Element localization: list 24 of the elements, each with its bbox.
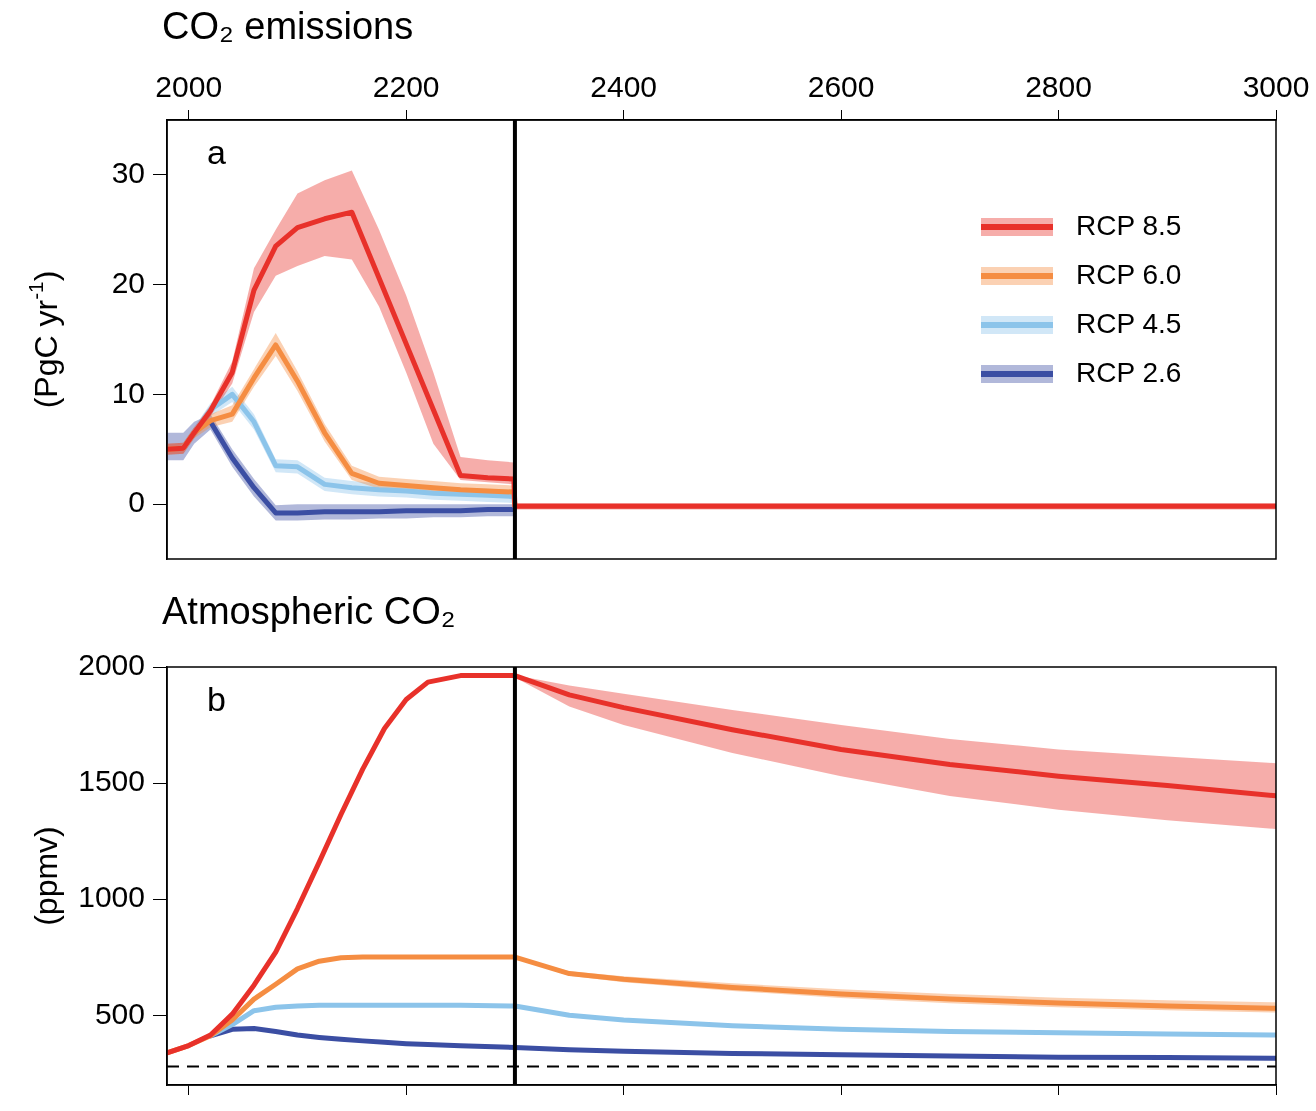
x-tick-label: 2800 xyxy=(1025,70,1092,104)
x-tick-label: 2400 xyxy=(590,70,658,104)
legend-label: RCP 2.6 xyxy=(1076,356,1182,388)
chart-title: Atmospheric CO₂ xyxy=(162,590,456,633)
chart-title: CO₂ emissions xyxy=(162,5,414,48)
legend-label: RCP 4.5 xyxy=(1076,307,1182,339)
x-tick-label: 2600 xyxy=(807,70,875,104)
y-tick-label: 10 xyxy=(111,375,145,409)
annotation: b xyxy=(207,680,226,719)
x-tick-label: 3000 xyxy=(1242,70,1310,104)
y-axis-title: (PgC yr-1) xyxy=(23,270,64,409)
y-tick-label: 2000 xyxy=(78,648,145,682)
y-tick-label: 30 xyxy=(111,156,145,190)
y-tick-label: 500 xyxy=(94,996,145,1030)
x-tick-label: 2000 xyxy=(155,70,223,104)
annotation: a xyxy=(207,133,226,172)
y-axis-title: (ppmv) xyxy=(27,826,64,926)
legend-label: RCP 8.5 xyxy=(1076,209,1182,241)
y-tick-label: 1000 xyxy=(78,880,145,914)
y-tick-label: 1500 xyxy=(78,764,145,798)
x-tick-label: 2200 xyxy=(372,70,440,104)
legend-label: RCP 6.0 xyxy=(1076,258,1182,290)
y-tick-label: 20 xyxy=(111,265,145,299)
y-tick-label: 0 xyxy=(128,485,145,519)
